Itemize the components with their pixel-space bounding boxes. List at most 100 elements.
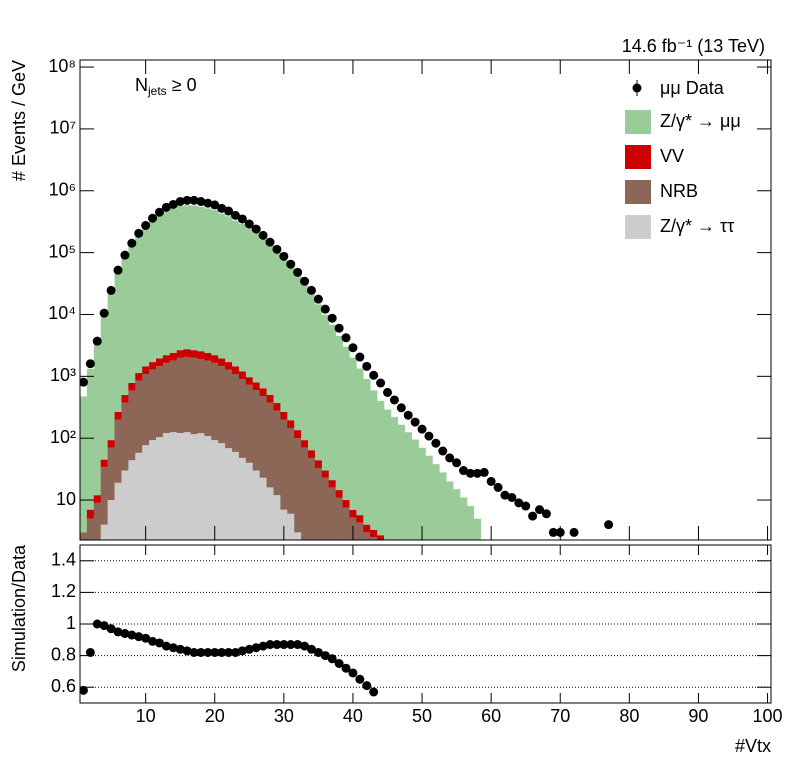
histogram-bar [328, 324, 336, 481]
histogram-bar [314, 304, 323, 461]
data-point [189, 195, 199, 205]
histogram-bar [287, 267, 295, 421]
histogram-bar [114, 482, 122, 540]
y-tick-label: 0.8 [51, 644, 76, 664]
data-point [196, 197, 206, 207]
histogram-bar [328, 480, 336, 488]
data-point [472, 468, 482, 478]
histogram-bar [93, 341, 102, 496]
ratio-point [210, 647, 220, 657]
x-tick-label: 100 [753, 706, 783, 726]
data-point [341, 333, 351, 343]
histogram-bar [211, 440, 219, 540]
data-point [528, 511, 538, 521]
annotation-sub: jets [147, 84, 167, 98]
histogram-bar [190, 434, 198, 540]
histogram-bar [149, 362, 157, 370]
lumi-label: 14.6 fb⁻¹ (13 TeV) [622, 36, 765, 56]
data-point [182, 195, 192, 205]
histogram-bar [280, 412, 288, 420]
data-point [382, 387, 392, 397]
x-tick-label: 40 [343, 706, 363, 726]
data-point [92, 336, 102, 346]
histogram-bar [335, 335, 343, 491]
data-point [85, 359, 95, 369]
histogram-bar [156, 215, 164, 359]
y-tick-label: 10⁶ [49, 180, 76, 200]
ratio-point [369, 687, 379, 697]
data-point [355, 352, 365, 362]
overlay: 10 10² 10³ 10⁴ 10⁵ 10⁶ 10⁷ 10⁸ μμ Data Z/γ* → μμ V… [48, 56, 782, 726]
histogram-bar [390, 417, 399, 540]
ratio-point [182, 646, 192, 656]
histogram-bar [93, 495, 102, 503]
histogram-bar [80, 396, 88, 533]
histogram-bar [321, 477, 330, 540]
data-point [127, 238, 137, 248]
histogram-bar [377, 535, 385, 540]
histogram-bar [204, 352, 212, 361]
histogram-bar [149, 369, 157, 441]
histogram-bar [204, 360, 212, 437]
annotation-main: N [135, 75, 148, 95]
data-point [320, 304, 330, 314]
histogram-bar [225, 448, 233, 540]
legend-label: VV [660, 146, 684, 166]
histogram-bar [86, 368, 95, 510]
ratio-point [189, 647, 199, 657]
ratio-point [175, 644, 185, 654]
x-axis-title: #Vtx [735, 736, 771, 756]
histogram-bar [190, 357, 198, 435]
histogram-bar [80, 532, 88, 540]
data-point [479, 467, 489, 477]
ratio-point [196, 647, 206, 657]
x-tick-label: 90 [688, 706, 708, 726]
histogram-bar [363, 379, 371, 525]
histogram-bar [128, 245, 136, 384]
histogram-bar [211, 210, 219, 356]
histogram-bar [128, 383, 136, 391]
histogram-bar [238, 457, 247, 540]
y-tick-label: 10⁸ [48, 56, 76, 76]
data-point [452, 458, 462, 468]
histogram-bar [225, 216, 233, 363]
histogram-bar [114, 412, 122, 420]
ratio-point [168, 643, 178, 653]
data-point [465, 468, 475, 478]
ratio-point [120, 628, 130, 638]
y-tick-label: 10⁷ [49, 118, 76, 138]
histogram-bar [294, 275, 302, 431]
data-point [417, 424, 427, 434]
main-plot [80, 195, 614, 540]
histogram-bar [266, 402, 274, 488]
histogram-bar [301, 440, 309, 448]
histogram-bar [439, 472, 447, 540]
ratio-point [141, 633, 151, 643]
histogram-bar [314, 467, 323, 540]
histogram-bar [156, 366, 164, 438]
y-tick-label: 10⁴ [48, 303, 76, 323]
histogram-bar [204, 436, 212, 540]
data-point [369, 370, 379, 380]
ratio-point [341, 663, 351, 673]
data-point [244, 219, 254, 229]
ratio-point [161, 641, 171, 651]
histogram-bar [314, 460, 323, 468]
histogram-bar [252, 390, 260, 471]
histogram-bar [342, 346, 350, 501]
histogram-bar [411, 439, 419, 540]
y-tick-label: 10⁵ [49, 241, 76, 261]
histogram-bar [197, 206, 205, 352]
data-point [224, 206, 234, 216]
histogram-bar [114, 271, 122, 413]
histogram-bar [335, 490, 343, 498]
data-point [500, 490, 510, 500]
data-point [507, 492, 517, 502]
histogram-bar [197, 433, 205, 540]
histogram-bar [100, 459, 108, 468]
histogram-bar [287, 513, 295, 540]
histogram-bar [135, 235, 143, 374]
histogram-bar [162, 355, 171, 363]
data-point [161, 202, 171, 212]
histogram-bar [128, 390, 136, 461]
